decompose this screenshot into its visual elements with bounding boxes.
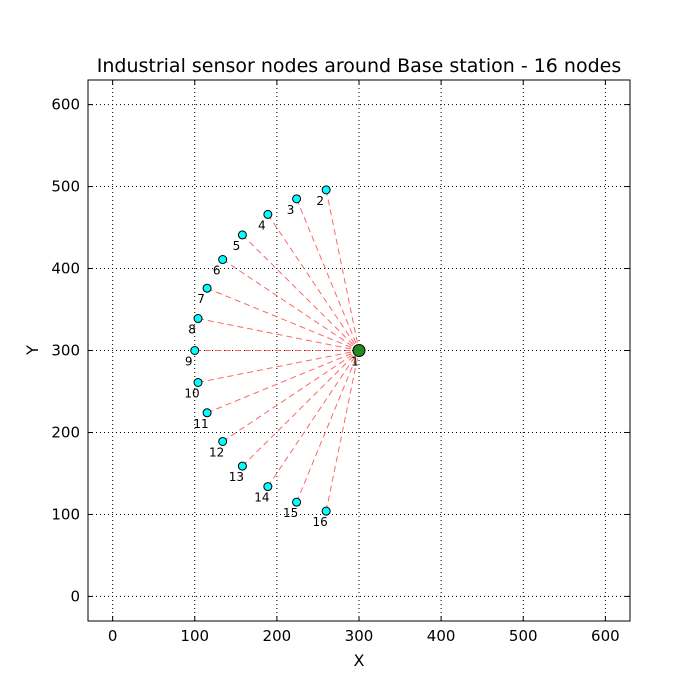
- link-line-15: [296, 350, 360, 503]
- node-label-16: 16: [313, 515, 328, 529]
- node-label-10: 10: [184, 386, 199, 400]
- y-tick-label: 500: [51, 178, 80, 196]
- x-tick-label: 0: [108, 627, 118, 645]
- link-line-5: [242, 234, 360, 351]
- node-label-12: 12: [209, 445, 224, 459]
- node-label-6: 6: [213, 264, 221, 278]
- y-tick-label: 300: [51, 342, 80, 360]
- node-markers: [190, 185, 366, 516]
- link-line-12: [222, 350, 360, 442]
- node-label-13: 13: [229, 470, 244, 484]
- sensor-node-5: [237, 230, 247, 240]
- sensor-node-14: [263, 482, 273, 492]
- sensor-node-9: [190, 346, 200, 355]
- x-axis-label: X: [354, 651, 365, 670]
- link-line-6: [222, 259, 360, 351]
- sensor-node-8: [193, 314, 203, 324]
- x-tick-label: 500: [509, 627, 538, 645]
- y-tick-label: 400: [51, 260, 80, 278]
- sensor-node-12: [218, 436, 228, 446]
- y-tick-label: 600: [51, 96, 80, 114]
- node-label-3: 3: [287, 203, 295, 217]
- sensor-node-6: [218, 255, 228, 265]
- link-line-8: [197, 318, 360, 351]
- link-line-2: [325, 189, 360, 351]
- x-tick-label: 300: [345, 627, 374, 645]
- node-label-9: 9: [185, 355, 193, 369]
- link-line-7: [206, 287, 360, 351]
- node-label-8: 8: [188, 323, 196, 337]
- sensor-node-15: [292, 497, 302, 507]
- link-line-4: [267, 214, 360, 351]
- y-tick-label: 100: [51, 505, 80, 523]
- sensor-node-7: [202, 283, 212, 293]
- node-label-4: 4: [258, 218, 266, 232]
- sensor-node-3: [292, 194, 302, 204]
- x-tick-label: 400: [427, 627, 456, 645]
- sensor-node-2: [321, 185, 331, 195]
- x-tick-label: 200: [263, 627, 292, 645]
- chart-title: Industrial sensor nodes around Base stat…: [97, 55, 622, 77]
- link-lines: [194, 189, 360, 512]
- y-axis-label: Y: [23, 345, 42, 356]
- sensor-node-13: [237, 461, 247, 471]
- base-station-marker: [352, 344, 366, 357]
- link-line-10: [197, 350, 360, 383]
- sensor-node-11: [202, 408, 212, 418]
- base-station-label: 1: [351, 355, 359, 369]
- node-label-5: 5: [233, 239, 241, 253]
- axis-ticks: 0 100 200 300 400 500 600 0 100 200 300 400 500 600: [51, 80, 630, 645]
- x-tick-label: 100: [180, 627, 209, 645]
- x-tick-label: 600: [591, 627, 620, 645]
- node-label-7: 7: [197, 292, 205, 306]
- link-line-14: [267, 350, 360, 487]
- y-tick-label: 0: [70, 587, 80, 605]
- node-label-15: 15: [283, 506, 298, 520]
- sensor-node-4: [263, 209, 273, 219]
- link-line-13: [242, 350, 360, 467]
- link-line-11: [206, 350, 360, 414]
- sensor-node-10: [193, 377, 203, 387]
- link-line-3: [296, 198, 360, 351]
- y-tick-label: 200: [51, 423, 80, 441]
- sensor-node-16: [321, 506, 331, 516]
- node-label-11: 11: [193, 417, 208, 431]
- node-label-14: 14: [254, 491, 269, 505]
- node-label-2: 2: [316, 194, 324, 208]
- link-line-16: [325, 350, 360, 512]
